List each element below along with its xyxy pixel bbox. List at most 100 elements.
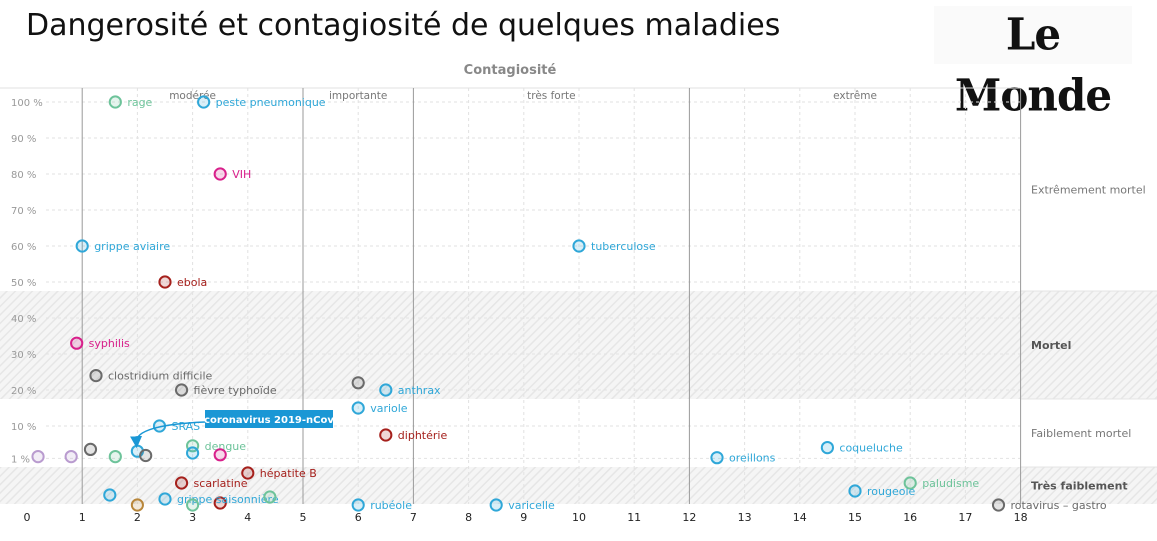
point-marker [263, 490, 277, 504]
point-rubeole: rubéole [351, 498, 412, 512]
point [213, 448, 227, 462]
point-marker [158, 275, 172, 289]
point-coqueluche: coqueluche [820, 441, 903, 455]
point-label: VIH [232, 168, 251, 181]
point-marker [848, 484, 862, 498]
x-axis-label: Contagiosité [464, 63, 557, 78]
point [31, 450, 45, 464]
point-grippe-aviaire: grippe aviaire [75, 239, 170, 253]
x-tick-label: 13 [738, 511, 752, 524]
x-tick-label: 5 [300, 511, 307, 524]
point-marker [489, 498, 503, 512]
point [130, 498, 144, 512]
y-tick-label: 30 % [11, 350, 36, 361]
point-marker [139, 448, 153, 463]
callout-box [205, 410, 333, 428]
point [186, 498, 200, 512]
point-marker [108, 95, 122, 109]
point-label: rotavirus – gastro [1011, 499, 1107, 512]
band-label-tres-faiblement: Très faiblement [1031, 480, 1128, 493]
point-tuberculose: tuberculose [572, 239, 656, 253]
le-monde-logo: Le Monde [934, 6, 1132, 122]
point-marker [103, 488, 117, 502]
point-ebola: ebola [158, 275, 207, 289]
point-marker [213, 448, 227, 462]
point-label: anthrax [398, 384, 441, 397]
point-marker [64, 450, 78, 464]
x-tick-label: 15 [848, 511, 862, 524]
point [108, 450, 122, 464]
x-tick-label: 8 [465, 511, 472, 524]
point-marker [213, 496, 227, 510]
x-band-label-tres-forte: très forte [527, 90, 576, 102]
point-marker [241, 466, 255, 480]
point [64, 450, 78, 464]
y-tick-label: 100 % [11, 98, 43, 109]
point-marker [379, 428, 393, 442]
x-tick-label: 10 [572, 511, 586, 524]
point-marker [186, 446, 200, 460]
x-band-label-importante: importante [329, 90, 387, 102]
point-marker [83, 442, 98, 456]
point-marker [710, 451, 724, 465]
point-vih: VIH [213, 167, 251, 181]
y-tick-label: 1 % [11, 454, 30, 465]
point-grippe-saisonniere: grippe saisonnière [158, 492, 279, 506]
x-tick-label: 0 [24, 511, 31, 524]
point-label: paludisme [922, 477, 979, 490]
point-marker [158, 492, 172, 506]
point-marker [351, 401, 365, 415]
point-hepatite-b: hépatite B [241, 466, 317, 480]
point-marker [174, 476, 189, 490]
x-tick-label: 7 [410, 511, 417, 524]
point-label: scarlatine [194, 477, 248, 490]
point-label: variole [370, 402, 408, 415]
point-label: syphilis [89, 337, 130, 350]
point-variole: variole [351, 401, 408, 415]
point-rougeole: rougeole [848, 484, 916, 498]
x-tick-label: 6 [355, 511, 362, 524]
x-tick-label: 9 [520, 511, 527, 524]
point-scarlatine: scarlatine [174, 476, 248, 490]
callout-layer: coronavirus 2019-nCov [130, 410, 334, 449]
point-marker [75, 239, 89, 253]
point-fievre-typhoide: fièvre typhoïde [174, 383, 277, 397]
x-tick-label: 4 [244, 511, 251, 524]
point-marker [186, 498, 200, 512]
point-marker [108, 450, 122, 464]
y-tick-label: 80 % [11, 170, 36, 181]
point-label: coqueluche [839, 442, 903, 455]
grid-layer [0, 87, 1022, 504]
point-oreillons: oreillons [710, 451, 776, 465]
x-band-label-moderee: modérée [169, 90, 216, 102]
logo-wordmark: Le Monde [954, 8, 1112, 122]
point-marker [572, 239, 586, 253]
point-label: rubéole [370, 499, 412, 512]
y-tick-label: 90 % [11, 134, 36, 145]
x-band-label-extreme: extrême [833, 90, 877, 102]
y-tick-label: 10 % [11, 422, 36, 433]
x-tick-label: 1 [79, 511, 86, 524]
point-label: diphtérie [398, 429, 448, 442]
point-label: grippe saisonnière [177, 493, 279, 506]
point-marker [31, 450, 45, 464]
point-marker [197, 95, 211, 109]
point-label: rage [127, 96, 152, 109]
band-label-extremement-mortel: Extrêmement mortel [1031, 184, 1146, 197]
x-tick-label: 16 [903, 511, 917, 524]
point-marker [174, 383, 189, 397]
point-paludisme: paludisme [903, 476, 979, 490]
point-label: varicelle [508, 499, 555, 512]
point-rotavirus-gastro: rotavirus – gastro [991, 498, 1107, 512]
point-label: peste pneumonique [216, 96, 326, 109]
point-label: hépatite B [260, 467, 317, 480]
point [263, 490, 277, 504]
y-tick-label: 20 % [11, 386, 36, 397]
point [351, 376, 365, 390]
point [103, 488, 117, 502]
y-tick-label: 70 % [11, 206, 36, 217]
point-rage: rage [108, 95, 153, 109]
x-tick-label: 14 [793, 511, 807, 524]
point-label: fièvre typhoïde [194, 384, 277, 397]
point-marker [89, 369, 103, 383]
